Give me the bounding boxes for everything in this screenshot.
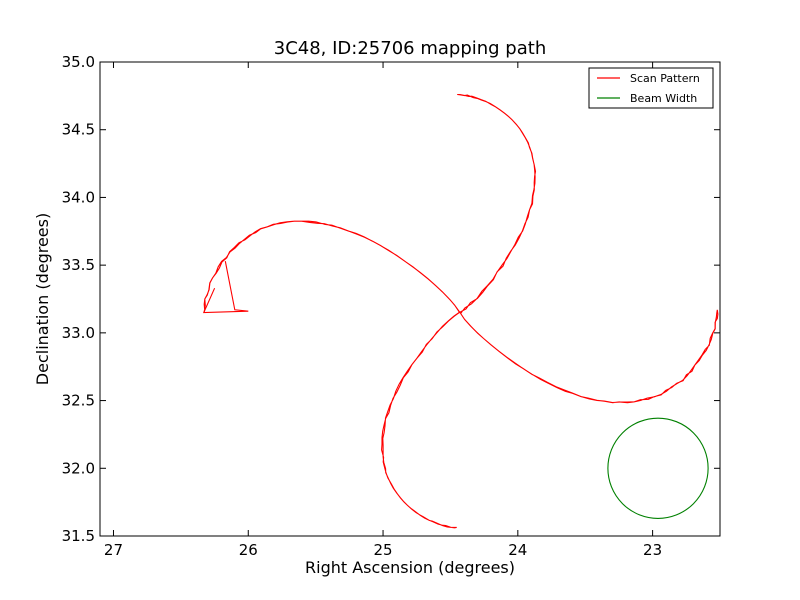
x-tick-label: 24 xyxy=(508,541,527,559)
scan-pattern-line xyxy=(203,93,719,529)
y-tick-label: 35.0 xyxy=(62,53,95,71)
data-layer xyxy=(202,93,719,529)
legend-box xyxy=(588,67,714,109)
axes-frame xyxy=(99,61,721,537)
y-tick-label: 33.5 xyxy=(62,256,95,274)
y-tick-label: 32.0 xyxy=(62,459,95,477)
x-tick-label: 23 xyxy=(643,541,662,559)
x-tick-label: 26 xyxy=(239,541,258,559)
x-tick-label: 25 xyxy=(373,541,392,559)
legend-label-beam-width: Beam Width xyxy=(630,92,697,105)
y-tick-label: 34.0 xyxy=(62,188,95,206)
y-tick-label: 33.0 xyxy=(62,324,95,342)
chart-title: 3C48, ID:25706 mapping path xyxy=(274,38,546,59)
ticks-layer: 27 26 25 24 23 31.5 32.0 32.5 33.0 33.5 34.0 34.5 35… xyxy=(62,53,720,559)
x-tick-label: 27 xyxy=(104,541,123,559)
plot-area: 27 26 25 24 23 31.5 32.0 32.5 33.0 33.5 34.0 34.5 35… xyxy=(62,53,721,559)
legend: Scan Pattern Beam Width xyxy=(588,67,714,109)
y-axis-label: Declination (degrees) xyxy=(33,213,52,385)
x-axis-label: Right Ascension (degrees) xyxy=(305,558,515,577)
y-tick-label: 32.5 xyxy=(62,392,95,410)
y-tick-label: 34.5 xyxy=(62,121,95,139)
y-tick-label: 31.5 xyxy=(62,527,95,545)
beam-width-circle xyxy=(607,417,709,519)
scan-pattern-start-segment xyxy=(202,260,249,314)
legend-label-scan-pattern: Scan Pattern xyxy=(630,72,700,85)
